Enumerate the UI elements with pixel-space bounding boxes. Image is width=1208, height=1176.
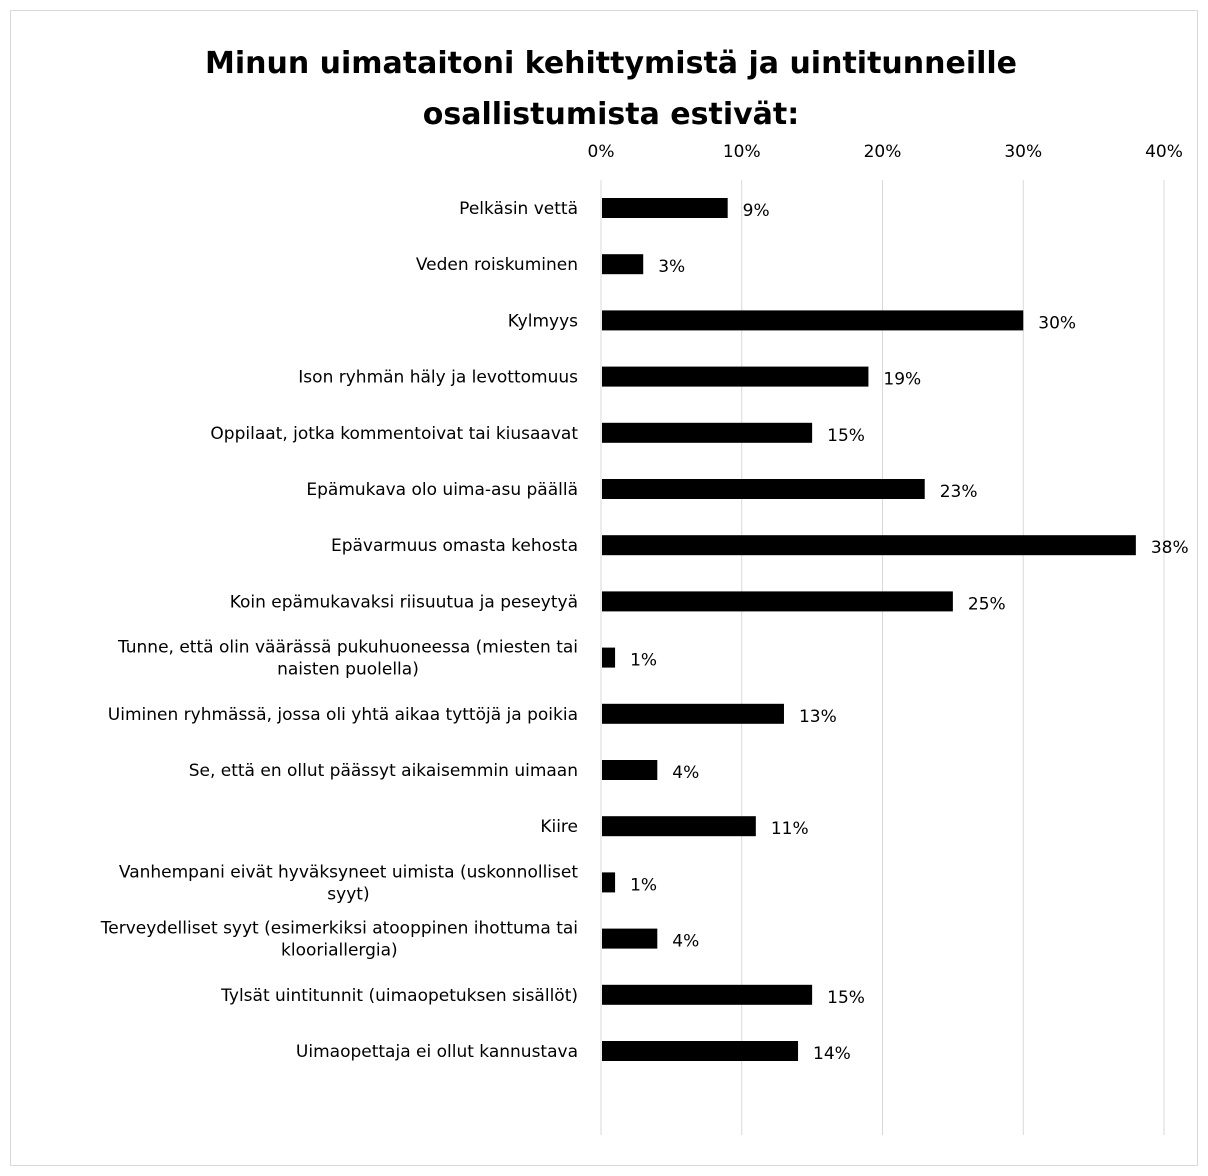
data-label: 23% xyxy=(940,482,978,502)
category-label: Tunne, että olin väärässä pukuhuoneessa … xyxy=(117,638,578,680)
chart-title-line-2: osallistumista estivät: xyxy=(422,97,800,132)
data-label: 14% xyxy=(813,1044,851,1064)
bar xyxy=(602,760,658,780)
bar xyxy=(602,928,658,949)
category-label-line: Uimaopettaja ei ollut kannustava xyxy=(296,1042,578,1062)
data-label: 9% xyxy=(743,201,770,221)
data-label: 3% xyxy=(658,257,685,277)
bar xyxy=(602,591,953,612)
data-labels: 9% 3% 30% 19% 15% 23% 38% 25% 1% 13% 4% 11% 1% 4% 15% 1… xyxy=(630,201,1189,1064)
data-label: 13% xyxy=(799,707,837,727)
category-label-line: Ison ryhmän häly ja levottomuus xyxy=(298,368,578,388)
data-label: 1% xyxy=(630,875,657,895)
data-label: 1% xyxy=(630,651,657,671)
data-label: 19% xyxy=(883,370,921,390)
category-label-line: Koin epämukavaksi riisuutua ja peseytyä xyxy=(230,592,578,612)
category-label-line: Terveydelliset syyt (esimerkiksi atooppi… xyxy=(100,919,578,939)
category-label: Kylmyys xyxy=(508,311,578,331)
category-label-line: Oppilaat, jotka kommentoivat tai kiusaav… xyxy=(210,424,578,444)
category-label: Vanhempani eivät hyväksyneet uimista (us… xyxy=(119,862,578,904)
category-label-line: Se, että en ollut päässyt aikaisemmin ui… xyxy=(189,761,578,781)
data-label: 30% xyxy=(1038,313,1076,333)
x-tick-label: 30% xyxy=(1004,142,1042,162)
data-label: 25% xyxy=(968,594,1006,614)
category-label: Uiminen ryhmässä, jossa oli yhtä aikaa t… xyxy=(108,705,578,725)
category-label-line: Uiminen ryhmässä, jossa oli yhtä aikaa t… xyxy=(108,705,578,725)
data-label: 15% xyxy=(827,426,865,446)
category-label: Tylsät uintitunnit (uimaopetuksen sisäll… xyxy=(220,986,578,1006)
category-label-line: syyt) xyxy=(327,884,369,904)
category-label: Terveydelliset syyt (esimerkiksi atooppi… xyxy=(100,919,578,961)
bar xyxy=(602,535,1136,556)
chart-title-line-1: Minun uimataitoni kehittymistä ja uintit… xyxy=(204,46,1018,81)
bar xyxy=(602,647,616,668)
bar xyxy=(602,422,813,443)
data-label: 15% xyxy=(827,988,865,1008)
category-label: Ison ryhmän häly ja levottomuus xyxy=(298,368,578,388)
bar xyxy=(602,816,756,837)
category-label-line: Epämukava olo uima-asu päällä xyxy=(306,480,578,500)
category-label: Kiire xyxy=(540,817,578,837)
category-label-line: Vanhempani eivät hyväksyneet uimista (us… xyxy=(119,862,578,882)
data-label: 4% xyxy=(672,763,699,783)
category-label-line: klooriallergia) xyxy=(281,941,398,961)
bars xyxy=(602,198,1136,1061)
bar xyxy=(602,479,925,499)
data-label: 4% xyxy=(672,932,699,952)
bar xyxy=(602,703,784,724)
data-label: 11% xyxy=(771,819,809,839)
category-label: Pelkäsin vettä xyxy=(459,199,578,219)
x-tick-label: 0% xyxy=(588,142,615,162)
category-label-line: Kiire xyxy=(540,817,578,837)
category-label-line: Tunne, että olin väärässä pukuhuoneessa … xyxy=(117,638,578,658)
bar xyxy=(602,254,644,275)
bar xyxy=(602,984,813,1005)
bar xyxy=(602,198,728,218)
bar xyxy=(602,310,1024,331)
category-label: Veden roiskuminen xyxy=(416,255,578,275)
data-label: 38% xyxy=(1151,538,1189,558)
gridlines xyxy=(600,180,1165,1135)
category-label-line: Epävarmuus omasta kehosta xyxy=(331,536,578,556)
x-tick-label: 10% xyxy=(723,142,761,162)
x-tick-label: 40% xyxy=(1145,142,1183,162)
chart-title: Minun uimataitoni kehittymistä ja uintit… xyxy=(0,38,1208,140)
x-axis-ticks: 0% 10% 20% 30% 40% xyxy=(588,142,1183,162)
category-label: Koin epämukavaksi riisuutua ja peseytyä xyxy=(230,592,578,612)
category-label-line: Pelkäsin vettä xyxy=(459,199,578,219)
bar xyxy=(602,1041,799,1061)
x-tick-label: 20% xyxy=(864,142,902,162)
category-label: Oppilaat, jotka kommentoivat tai kiusaav… xyxy=(210,424,578,444)
category-labels: Pelkäsin vettä Veden roiskuminen Kylmyys Is… xyxy=(100,199,579,1062)
category-label: Epämukava olo uima-asu päällä xyxy=(306,480,578,500)
category-label-line: naisten puolella) xyxy=(277,660,419,680)
category-label: Uimaopettaja ei ollut kannustava xyxy=(296,1042,578,1062)
category-label-line: Tylsät uintitunnit (uimaopetuksen sisäll… xyxy=(220,986,578,1006)
bar xyxy=(602,366,869,387)
category-label-line: Veden roiskuminen xyxy=(416,255,578,275)
category-label: Epävarmuus omasta kehosta xyxy=(331,536,578,556)
category-label: Se, että en ollut päässyt aikaisemmin ui… xyxy=(189,761,578,781)
category-label-line: Kylmyys xyxy=(508,311,578,331)
bar xyxy=(602,872,616,893)
